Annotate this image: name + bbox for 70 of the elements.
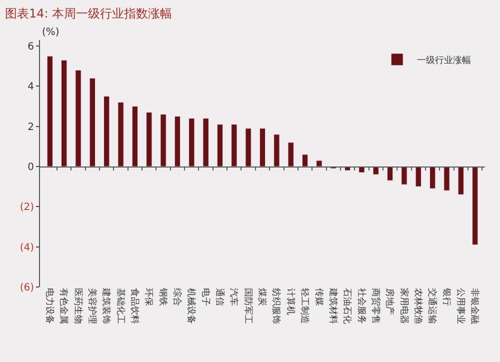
bar	[358, 166, 365, 173]
bar	[429, 166, 436, 189]
bar	[104, 96, 110, 167]
x-tick-label: 商贸零售	[370, 288, 381, 324]
legend-label: 一级行业涨幅	[417, 54, 472, 66]
y-axis-title: (%)	[42, 27, 60, 38]
x-tick-label: 基础化工	[114, 288, 126, 324]
bar	[132, 106, 138, 167]
bar	[415, 166, 422, 187]
x-tick-label: 交通运输	[426, 288, 438, 324]
x-tick-label: 汽车	[228, 288, 240, 306]
bar	[75, 70, 82, 167]
bar	[89, 78, 96, 167]
x-tick-label: 食品饮料	[129, 288, 140, 324]
x-tick-label: 社会服务	[356, 288, 367, 324]
bar	[274, 134, 280, 167]
x-tick-label: 机械设备	[186, 288, 197, 324]
bar	[231, 124, 238, 167]
x-tick-label: 石油石化	[342, 288, 353, 324]
bar	[188, 118, 195, 167]
bar	[458, 166, 464, 195]
x-tick-label: 建筑装饰	[100, 287, 112, 324]
x-tick-label: 传媒	[313, 288, 324, 306]
x-tick-label: 非银金融	[469, 288, 480, 324]
bar	[401, 166, 408, 185]
bar	[245, 128, 252, 167]
bar	[444, 166, 450, 191]
x-tick-label: 轻工制造	[299, 288, 310, 324]
x-tick-label: 纺织服饰	[270, 288, 282, 324]
x-tick-label: 环保	[143, 288, 154, 306]
x-tick-label: 银行	[440, 287, 452, 306]
x-tick-label: 钢铁	[157, 287, 168, 306]
x-tick-label: 有色金属	[58, 288, 70, 324]
y-tick-label: 2	[28, 122, 34, 133]
bar	[160, 114, 166, 167]
bar	[386, 166, 394, 181]
y-tick-label: (2)	[20, 202, 34, 214]
bar	[316, 160, 322, 167]
x-tick-label: 农林牧渔	[412, 288, 424, 324]
x-tick-label: 家用电器	[398, 288, 410, 324]
x-tick-label: 美容护理	[86, 288, 98, 324]
y-tick-label: (4)	[20, 242, 34, 254]
bar	[302, 154, 308, 167]
x-tick-label: 综合	[172, 288, 183, 306]
y-tick-label: (6)	[20, 282, 34, 294]
bar	[259, 128, 266, 167]
x-tick-label: 通信	[214, 288, 226, 306]
bar	[216, 124, 224, 167]
y-tick-label: 4	[28, 82, 34, 93]
bar	[174, 116, 181, 167]
y-tick-label: 0	[28, 162, 34, 174]
bar	[288, 142, 294, 167]
x-tick-label: 电子	[200, 288, 211, 306]
x-tick-label: 电力设备	[44, 288, 55, 324]
x-tick-label: 国防军工	[242, 288, 254, 324]
x-tick-label: 医药生物	[72, 288, 84, 324]
bar	[61, 60, 68, 167]
x-tick-label: 房地产	[384, 288, 396, 315]
x-tick-label: 公用事业	[454, 288, 466, 324]
bar	[472, 166, 478, 246]
bar	[118, 102, 124, 167]
x-tick-label: 煤炭	[256, 288, 268, 306]
bar	[46, 56, 53, 167]
y-tick-label: 6	[28, 42, 34, 53]
bar	[372, 166, 379, 175]
bar	[202, 118, 209, 167]
chart-title: 图表14: 本周一级行业指数涨幅	[5, 6, 172, 20]
bar	[146, 112, 152, 167]
x-tick-label: 建筑材料	[327, 287, 338, 324]
x-tick-label: 计算机	[284, 288, 296, 315]
